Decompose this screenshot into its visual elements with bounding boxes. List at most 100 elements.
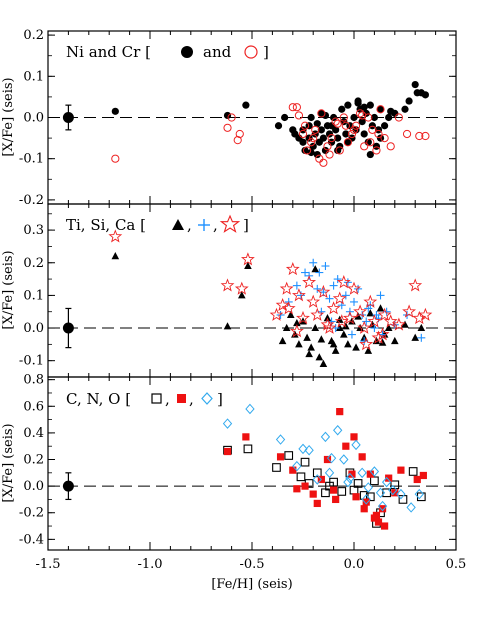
point-ca [306,294,321,308]
point-si [362,317,371,326]
point-o [414,488,424,500]
point-c [312,468,322,478]
point-cr [111,154,120,163]
point-si [354,284,363,293]
y-tick-label: 0.2 [23,28,44,43]
point-si [372,310,381,319]
point-n [313,499,321,508]
point-ca [296,310,310,325]
point-ni [360,103,368,111]
y-tick-label: -0.1 [19,152,44,167]
y-axis-title-middle: [X/Fe] (seis) [1,250,16,329]
point-cr [335,146,344,155]
point-cr [311,125,320,134]
legend: Ti, Si, Ca [ , , ] [66,214,249,234]
point-c [296,472,306,482]
point-ca [402,304,417,318]
point-cr [376,105,385,114]
point-ni [372,142,381,150]
point-n [358,453,366,461]
point-cr [302,146,312,155]
point-ni [299,138,307,146]
point-ni [317,126,325,134]
point-n [289,466,297,474]
point-si [350,297,358,306]
point-ca [336,275,351,289]
point-si [296,291,305,300]
point-ca [412,310,427,325]
point-cr [360,142,369,151]
point-ca [418,307,433,321]
point-cr [331,117,340,126]
point-cr [323,142,332,151]
point-si [417,333,426,342]
point-cr [356,109,365,118]
point-ti [352,343,360,351]
point-cr [223,123,232,132]
y-tick-label: 0.0 [23,479,44,494]
point-ni [325,130,334,138]
y-tick-label: -0.4 [19,532,44,547]
point-ni [309,142,317,150]
legend-joiner: and [203,43,232,61]
legend-sep-1: , [165,390,170,408]
legend-sep-2: , [213,216,218,234]
point-cr [358,111,367,120]
point-cr [325,150,334,159]
point-ca [322,320,337,334]
point-ni [368,122,376,130]
point-si [347,330,356,339]
point-n [378,505,387,513]
point-si [321,262,330,271]
point-ni [334,146,342,155]
point-ni [340,118,348,126]
point-ti [111,252,120,260]
point-o [406,502,416,513]
point-si [301,268,310,277]
point-ni [274,122,283,130]
point-ni [327,138,336,146]
legend-sep-2: , [189,390,194,408]
point-n [336,408,344,416]
point-o [388,484,398,496]
point-ni [319,134,327,142]
point-o [275,434,286,445]
y-tick-label: 0.6 [23,399,44,414]
point-si [315,268,324,277]
point-ni [281,113,289,122]
point-n [419,471,427,480]
point-ti [340,330,348,338]
point-o [377,500,388,512]
point-ti [291,330,299,338]
point-o [369,466,380,477]
point-ti [335,323,344,332]
point-ni [327,122,336,130]
point-ti [348,317,356,325]
point-cr [343,138,352,147]
point-ti [286,310,295,318]
point-cr [288,103,297,112]
point-n [223,447,232,456]
point-cr [294,111,304,120]
point-ca [347,281,361,295]
point-n [332,495,340,504]
point-c [272,463,281,472]
point-ti [317,335,326,343]
y-tick-label: -0.2 [19,506,44,521]
point-ca [291,288,306,302]
point-ni [342,130,350,138]
point-ti [311,265,320,273]
point-ti [293,318,301,327]
x-tick-label: -1.5 [35,557,60,572]
point-ti [305,349,313,358]
point-ni [350,113,358,122]
point-o [345,472,355,484]
point-ni [299,126,307,134]
point-si [341,291,350,300]
point-cr [394,113,403,122]
y-tick-label: 0.0 [23,111,44,126]
point-ti [295,340,303,348]
point-cr [339,113,348,122]
point-c [365,492,375,502]
panel-c-n-o: -0.4 -0.2 0.0 0.2 0.4 0.6 0.8 -1.5 -1.0 -0.5 0.0 0… [19,373,466,572]
